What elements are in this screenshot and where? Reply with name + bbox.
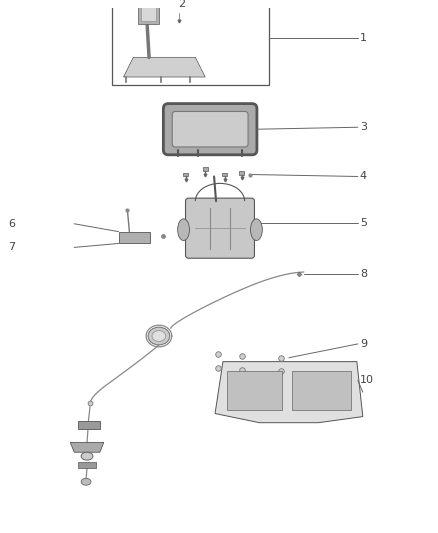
- Text: 3: 3: [360, 122, 367, 132]
- Text: 4: 4: [360, 172, 367, 182]
- Bar: [119, 232, 150, 244]
- Bar: [112, 0, 269, 85]
- Polygon shape: [124, 58, 205, 77]
- Ellipse shape: [152, 330, 166, 342]
- Ellipse shape: [148, 327, 170, 345]
- Polygon shape: [215, 361, 363, 423]
- Polygon shape: [227, 371, 282, 410]
- Bar: [141, 4, 156, 21]
- Text: 9: 9: [360, 339, 367, 349]
- Polygon shape: [138, 1, 159, 24]
- Text: 8: 8: [360, 269, 367, 279]
- Ellipse shape: [81, 478, 91, 485]
- FancyBboxPatch shape: [186, 198, 254, 258]
- Ellipse shape: [251, 219, 262, 240]
- Text: 1: 1: [360, 33, 367, 43]
- Bar: [183, 173, 188, 176]
- Bar: [203, 167, 208, 171]
- Bar: [78, 462, 96, 468]
- Text: 5: 5: [360, 218, 367, 228]
- Text: 6: 6: [8, 219, 15, 229]
- Bar: [239, 171, 244, 174]
- Ellipse shape: [178, 219, 190, 240]
- Text: 10: 10: [360, 375, 374, 385]
- Ellipse shape: [81, 452, 93, 460]
- Text: 2: 2: [179, 0, 186, 9]
- Text: 7: 7: [8, 243, 15, 253]
- Polygon shape: [292, 371, 351, 410]
- Bar: [78, 421, 100, 429]
- Bar: [223, 173, 227, 176]
- Polygon shape: [70, 442, 104, 452]
- FancyBboxPatch shape: [163, 103, 257, 155]
- FancyBboxPatch shape: [172, 111, 248, 147]
